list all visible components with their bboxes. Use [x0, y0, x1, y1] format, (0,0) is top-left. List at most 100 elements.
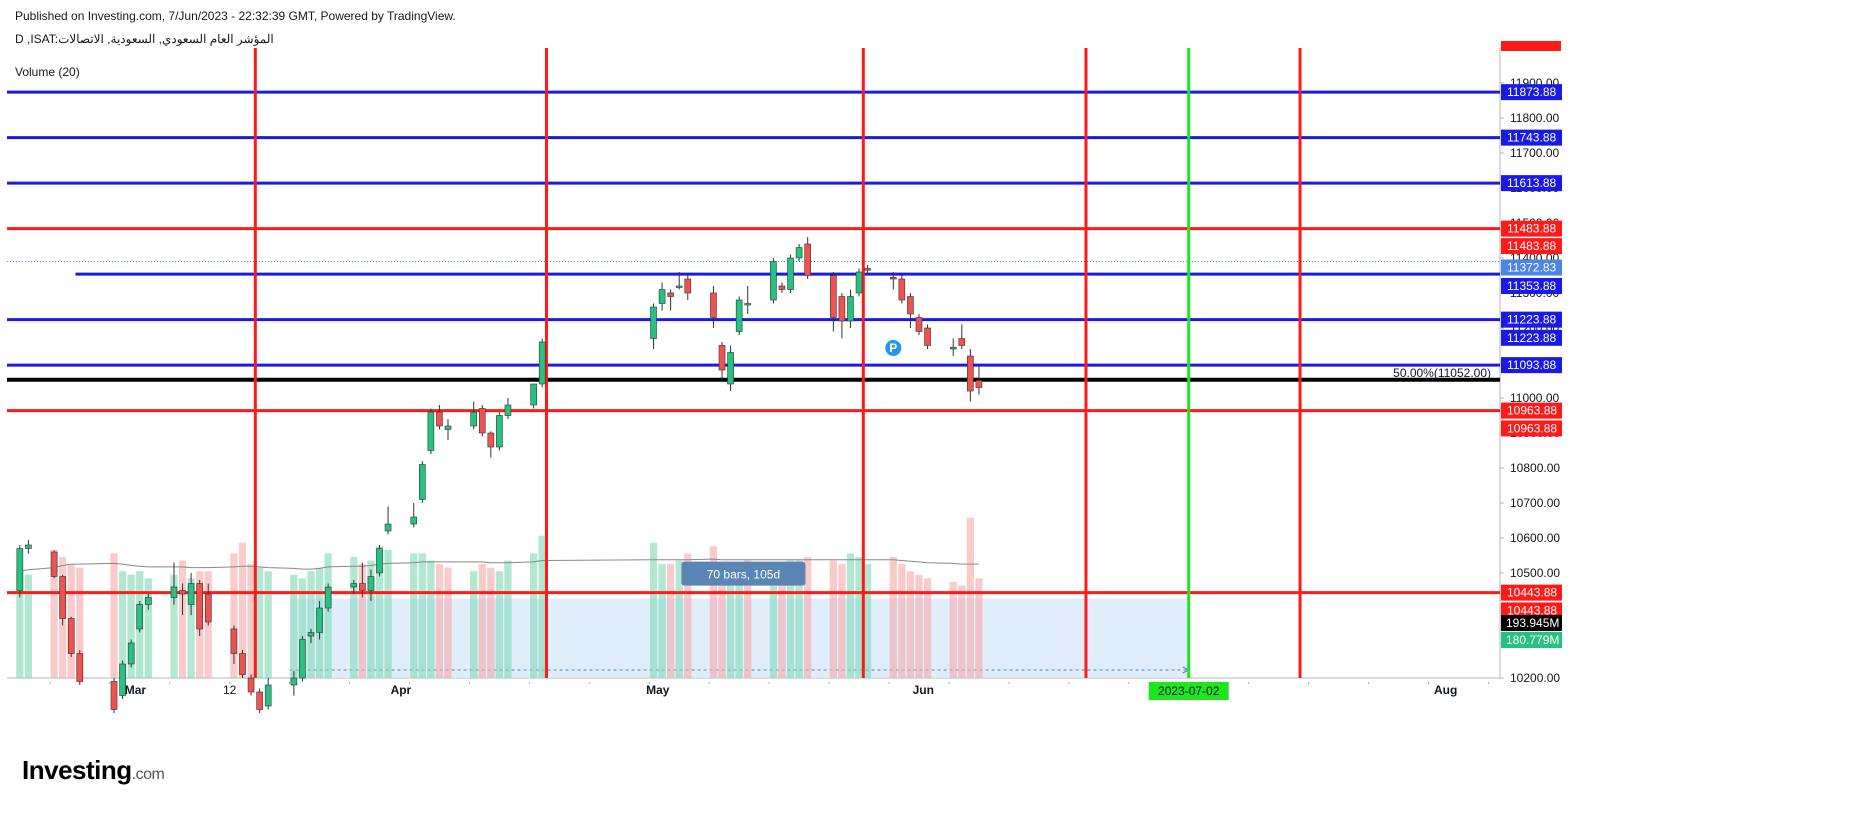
- candle-body: [538, 341, 546, 385]
- volume-bar: [170, 574, 178, 678]
- time-tick-label: 12: [223, 683, 237, 697]
- price-axis-top-tag: [1501, 41, 1561, 51]
- price-axis-tag: 10963.88: [1507, 421, 1557, 435]
- volume-bar: [478, 564, 486, 678]
- price-tick-label: 10600.00: [1510, 531, 1560, 545]
- volume-bar: [915, 574, 923, 678]
- price-tick-label: 10500.00: [1510, 566, 1560, 580]
- date-range-label: 70 bars, 105d: [707, 568, 780, 582]
- price-axis-tag: 11372.83: [1507, 261, 1556, 275]
- volume-bar: [735, 567, 743, 678]
- volume-bar: [649, 542, 658, 678]
- volume-bar: [178, 560, 187, 678]
- candle-body: [830, 275, 837, 318]
- candle-body: [127, 642, 135, 665]
- fib-level-label: 50.00%(11052.00): [1393, 366, 1491, 380]
- candle-body: [718, 345, 726, 371]
- candle-body: [307, 632, 315, 637]
- price-axis-tag: 11483.88: [1507, 222, 1556, 236]
- price-axis-tag: 11223.88: [1507, 313, 1556, 327]
- volume-bar: [384, 549, 392, 678]
- price-axis-tag: 11873.88: [1507, 85, 1556, 99]
- volume-bar: [350, 556, 358, 678]
- volume-bar: [435, 564, 444, 678]
- candle-body: [787, 257, 794, 290]
- candle-body: [230, 628, 238, 654]
- volume-bar: [804, 556, 812, 678]
- volume-bar: [247, 564, 255, 678]
- volume-bar: [358, 564, 367, 678]
- price-axis-tag: 11353.88: [1507, 279, 1556, 293]
- volume-axis-tag: 193.945M: [1506, 616, 1559, 630]
- time-tick-label: Aug: [1434, 683, 1457, 697]
- candle-body: [384, 523, 392, 532]
- candle-body: [949, 346, 957, 350]
- marker-text: P: [889, 341, 897, 355]
- candle-body: [675, 285, 683, 288]
- candle-body: [770, 261, 777, 301]
- candle-body: [110, 681, 118, 710]
- volume-bar: [118, 571, 127, 678]
- candle-body: [478, 408, 486, 434]
- volume-bar: [898, 564, 906, 678]
- volume-bar: [778, 567, 786, 678]
- volume-bar: [975, 578, 983, 678]
- price-axis-tag-bg: [1501, 129, 1562, 146]
- candle-body: [136, 604, 144, 630]
- candle-body: [958, 338, 966, 346]
- price-tick-label: 11800.00: [1510, 111, 1559, 125]
- candle-body: [710, 292, 717, 318]
- price-axis-tag-bg: [1501, 602, 1562, 619]
- price-axis-tag: 10443.88: [1507, 603, 1557, 617]
- candle-body: [119, 663, 126, 696]
- candle-body: [915, 317, 923, 332]
- volume-bar: [187, 578, 195, 678]
- marker-circle: [885, 339, 902, 356]
- investing-logo: Investing.com: [22, 755, 165, 786]
- candle-body: [419, 464, 426, 500]
- price-axis-tag: 11613.88: [1507, 176, 1556, 190]
- candle-body: [179, 590, 186, 595]
- volume-bar: [76, 567, 84, 678]
- candle-body: [359, 583, 366, 591]
- candle-body: [684, 278, 692, 294]
- volume-bar: [795, 560, 803, 678]
- candle-body: [889, 276, 897, 280]
- date-range-label-bg: [681, 561, 806, 586]
- candle-body: [847, 296, 854, 322]
- volume-bar: [855, 556, 863, 678]
- price-tick-label: 10200.00: [1510, 671, 1560, 685]
- candle-body: [907, 296, 914, 315]
- candle-body: [658, 289, 666, 304]
- time-axis-date-tag-bg: [1148, 682, 1229, 700]
- price-axis-tag-bg: [1501, 329, 1562, 346]
- candle-body: [898, 278, 906, 301]
- time-tick-label: May: [646, 683, 670, 697]
- volume-bar: [410, 553, 418, 678]
- candle-body: [470, 411, 477, 427]
- price-axis-tag-bg: [1501, 84, 1562, 101]
- volume-bar: [684, 553, 692, 678]
- candle-body: [187, 583, 195, 605]
- price-axis-tag-bg: [1501, 584, 1562, 601]
- volume-bar: [24, 574, 33, 678]
- candle-body: [744, 303, 752, 306]
- candle-body: [144, 597, 152, 605]
- candle-body: [496, 415, 503, 448]
- price-axis-tag: 11093.88: [1507, 358, 1556, 372]
- volume-bar: [264, 571, 272, 678]
- time-axis-date-tag: 2023-07-02: [1158, 684, 1220, 698]
- candle-body: [795, 247, 803, 259]
- volume-axis-tag: 180.779M: [1506, 633, 1559, 647]
- volume-bar: [838, 564, 846, 678]
- volume-bar: [966, 517, 975, 678]
- volume-bar: [675, 560, 683, 678]
- volume-bar: [889, 556, 897, 678]
- candle-body: [196, 583, 203, 630]
- price-axis-tag-bg: [1501, 278, 1562, 294]
- volume-bar: [863, 564, 872, 678]
- candle-body: [367, 576, 375, 591]
- candle-body: [204, 593, 212, 623]
- time-tick-label: Apr: [391, 683, 412, 697]
